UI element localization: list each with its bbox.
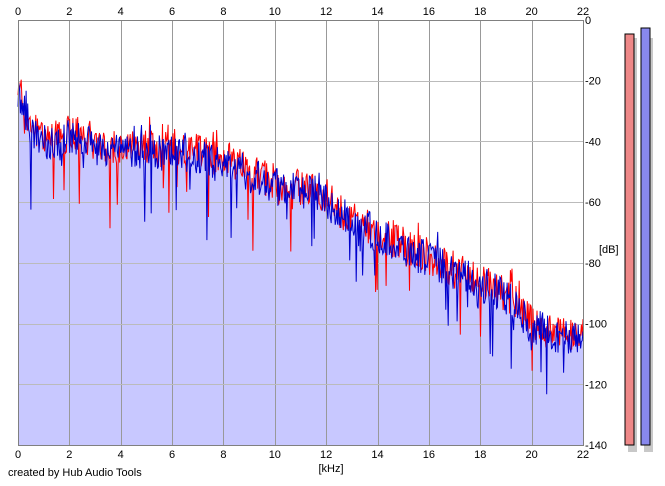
x-tick-label-bottom: 0 [15,449,21,461]
x-tick-label-bottom: 22 [577,449,589,461]
x-tick-label-bottom: 2 [66,449,72,461]
x-tick-label-bottom: 8 [220,449,226,461]
x-tick-label-top: 14 [371,6,383,18]
x-tick-label-top: 12 [320,6,332,18]
y-tick-label: -100 [585,319,607,331]
x-tick-label-bottom: 12 [320,449,332,461]
x-tick-label-bottom: 4 [118,449,124,461]
level-meter-left [624,33,635,446]
x-tick-label-top: 2 [66,6,72,18]
y-tick-label: -80 [585,258,601,270]
x-tick-label-top: 4 [118,6,124,18]
x-ticks-top: 0 2 4 6 8 10 12 14 16 18 20 22 [15,6,589,18]
x-tick-label-bottom: 6 [169,449,175,461]
y-tick-label: -140 [585,440,607,452]
y-tick-label: -60 [585,197,601,209]
series-layer [17,79,584,395]
x-tick-label-bottom: 14 [371,449,383,461]
fill-area [18,79,583,445]
plot-border [18,20,584,446]
y-tick-label: -20 [585,76,601,88]
spectrum-fill-area [18,79,583,445]
x-tick-label-bottom: 20 [526,449,538,461]
y-tick-label: -120 [585,379,607,391]
y-ticks-right: 0 -20 -40 -60 -80 -100 -120 -140 [585,15,607,452]
x-tick-label-top: 8 [220,6,226,18]
x-tick-label-top: 6 [169,6,175,18]
x-axis-label: [kHz] [318,463,343,475]
x-tick-label-bottom: 10 [269,449,281,461]
level-meter-right [640,27,651,446]
x-tick-label-top: 16 [423,6,435,18]
level-meters [624,27,653,452]
x-tick-label-bottom: 16 [423,449,435,461]
y-tick-label: 0 [585,15,591,27]
y-tick-label: -40 [585,136,601,148]
y-axis-label: [dB] [599,244,619,256]
x-tick-label-top: 0 [15,6,21,18]
x-ticks-bottom: 0 2 4 6 8 10 12 14 16 18 20 22 [15,449,589,461]
x-tick-label-top: 22 [577,6,589,18]
x-tick-label-top: 20 [526,6,538,18]
x-tick-label-top: 10 [269,6,281,18]
series-line-blue [17,83,584,395]
x-tick-label-bottom: 18 [474,449,486,461]
credit-text: created by Hub Audio Tools [8,467,142,479]
x-tick-label-top: 18 [474,6,486,18]
